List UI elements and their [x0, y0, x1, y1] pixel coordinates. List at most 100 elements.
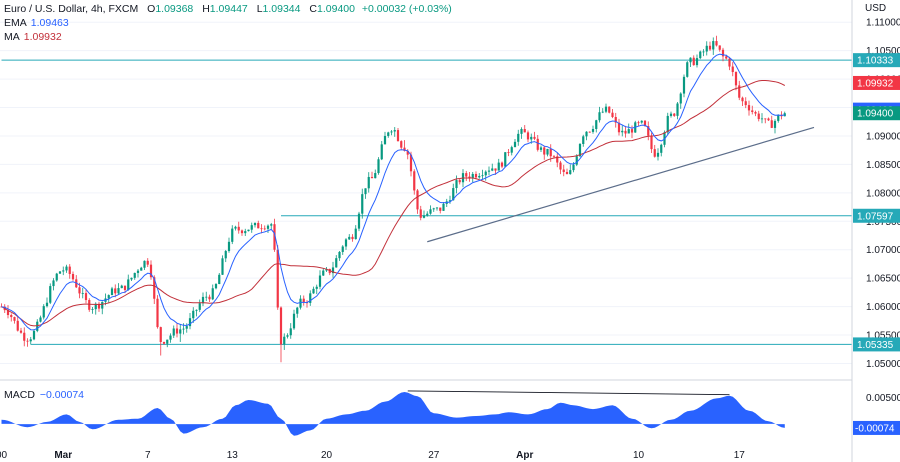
candle-body — [296, 307, 299, 314]
candle-body — [673, 113, 676, 116]
candle-body — [367, 176, 370, 189]
candle-body — [62, 270, 65, 272]
candle-body — [153, 277, 156, 299]
candle-body — [32, 330, 36, 340]
candle-body — [744, 101, 747, 106]
candle-body — [406, 150, 409, 155]
candle-body — [211, 288, 214, 300]
candlesticks — [0, 35, 786, 363]
candle-body — [244, 231, 247, 234]
candle-body — [487, 170, 491, 172]
candle-body — [556, 156, 559, 163]
candle-body — [387, 132, 390, 136]
candle-body — [351, 236, 354, 240]
price-label-level-2: 1.07597 — [857, 211, 894, 222]
candle-body — [110, 288, 114, 296]
candle-body — [237, 226, 240, 231]
legend-ema-row[interactable]: EMA 1.09463 — [4, 16, 452, 30]
price-label-ma: 1.09932 — [857, 78, 894, 89]
candle-body — [283, 336, 286, 345]
candle-body — [273, 224, 276, 250]
candle-body — [257, 222, 260, 229]
candle-body — [630, 129, 634, 133]
y-tick-label: 1.07000 — [866, 245, 900, 256]
candle-body — [341, 246, 344, 252]
candle-body — [660, 144, 663, 153]
candle-body — [442, 203, 445, 211]
ema-line — [1, 53, 785, 331]
candle-body — [455, 180, 458, 189]
candle-body — [16, 320, 19, 331]
candle-body — [36, 321, 39, 331]
close-value: 1.09400 — [317, 3, 355, 15]
legend-ma-row[interactable]: MA 1.09932 — [4, 30, 452, 44]
candle-body — [608, 106, 611, 113]
macd-legend[interactable]: MACD −0.00074 — [4, 389, 84, 401]
candle-body — [91, 309, 94, 310]
candle-body — [344, 239, 348, 247]
candle-body — [481, 175, 484, 177]
candle-body — [247, 229, 250, 232]
candle-body — [58, 271, 62, 274]
candle-body — [19, 330, 23, 333]
symbol-title[interactable]: Euro / U.S. Dollar, 4h, FXCM — [4, 3, 139, 15]
macd-tick-label: 0.00500 — [866, 393, 900, 404]
candle-body — [299, 298, 302, 308]
candle-body — [192, 310, 195, 319]
horizontal-levels — [1, 59, 852, 345]
candle-body — [188, 318, 192, 327]
candle-body — [400, 141, 403, 148]
candle-body — [263, 228, 266, 230]
candle-body — [676, 103, 679, 116]
candle-body — [546, 148, 549, 155]
y-tick-label: 1.05000 — [866, 359, 900, 370]
candle-body — [559, 162, 562, 170]
candle-body — [686, 62, 689, 77]
candle-body — [182, 328, 185, 330]
currency-label: USD — [865, 3, 886, 14]
candle-body — [699, 51, 702, 59]
candle-body — [383, 135, 387, 145]
candle-body — [325, 268, 328, 271]
candle-body — [562, 169, 565, 172]
candle-body — [734, 72, 738, 86]
candle-body — [517, 133, 520, 142]
candle-body — [478, 175, 481, 178]
candle-body — [107, 295, 110, 299]
candle-body — [370, 176, 374, 179]
candle-body — [647, 126, 650, 136]
candle-body — [331, 267, 335, 274]
candle-body — [751, 110, 754, 113]
candle-body — [377, 159, 380, 174]
candle-body — [725, 56, 728, 59]
candle-body — [718, 45, 721, 50]
candle-body — [530, 136, 533, 140]
trendline — [427, 126, 815, 243]
macd-label: MACD — [4, 389, 35, 401]
price-labels: 1.103331.099321.094631.094001.075971.053… — [853, 53, 900, 435]
candle-body — [565, 171, 569, 175]
candle-body — [598, 112, 601, 121]
candle-body — [45, 302, 49, 307]
candle-body — [621, 130, 624, 133]
candle-body — [23, 332, 26, 341]
x-tick-label: 13 — [227, 450, 239, 461]
candle-body — [140, 267, 143, 271]
candle-body — [640, 120, 643, 123]
candle-body — [253, 222, 257, 226]
candle-body — [520, 129, 523, 134]
candle-body — [396, 130, 400, 142]
price-label-level-3-bg — [853, 337, 900, 352]
candle-body — [309, 293, 312, 303]
candle-body — [491, 168, 494, 171]
y-tick-label: 1.06000 — [866, 302, 900, 313]
candle-body — [166, 339, 169, 344]
candle-body — [764, 118, 767, 120]
candle-body — [448, 200, 452, 202]
candle-body — [705, 45, 708, 52]
x-tick-label: 7 — [145, 450, 151, 461]
moving-averages — [1, 53, 786, 331]
candle-body — [224, 251, 227, 259]
candle-body — [471, 173, 474, 179]
